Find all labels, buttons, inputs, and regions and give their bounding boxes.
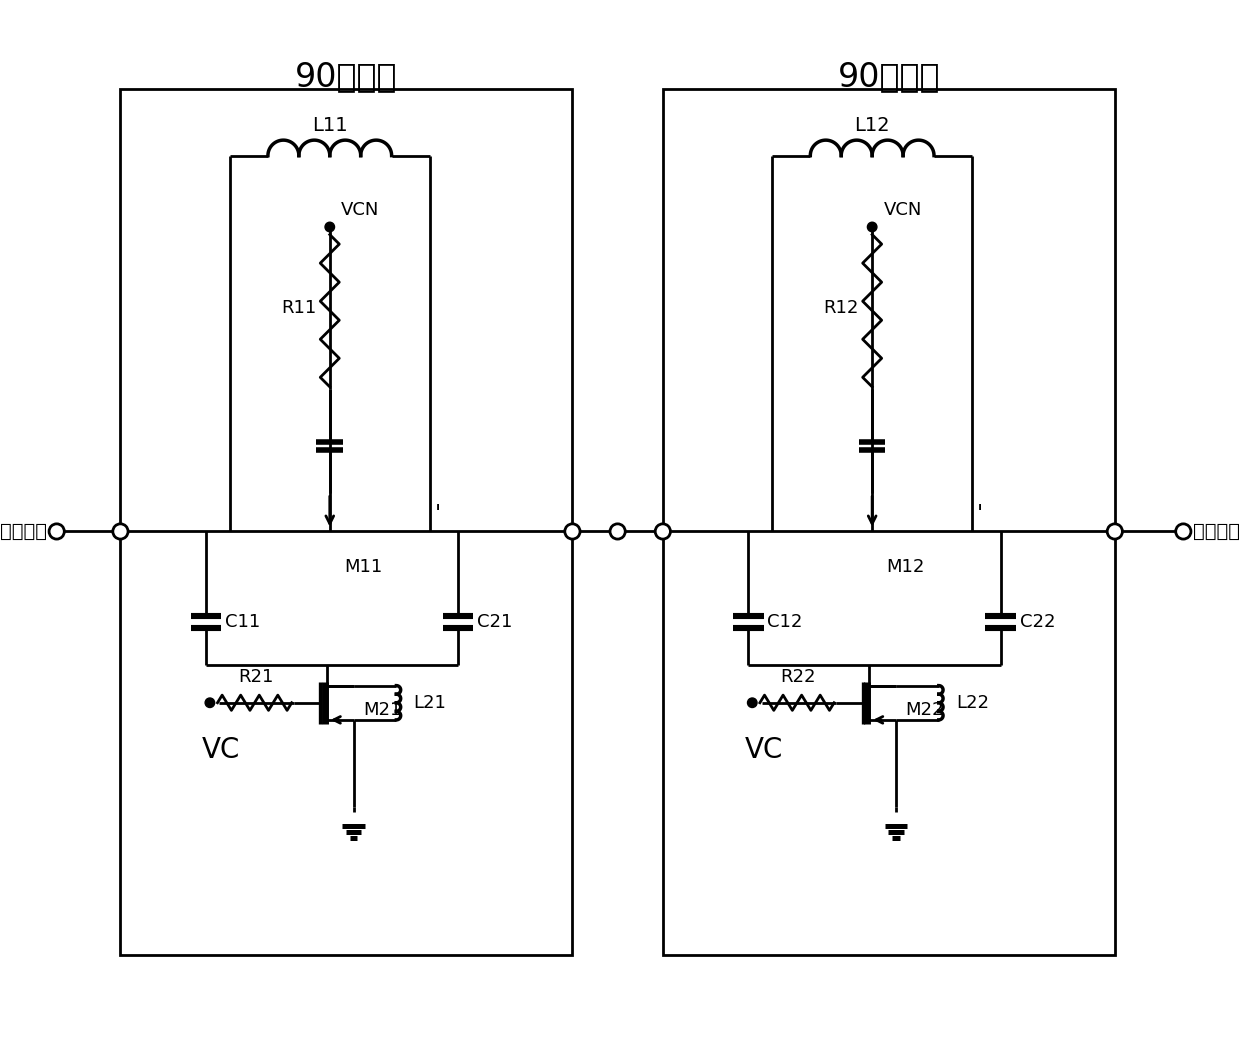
Text: 射频输出: 射频输出 — [1193, 522, 1240, 541]
Text: L22: L22 — [956, 694, 988, 712]
Text: VCN: VCN — [341, 201, 379, 220]
Text: R11: R11 — [281, 299, 316, 317]
Circle shape — [205, 698, 215, 708]
Text: C21: C21 — [477, 613, 512, 630]
Circle shape — [113, 524, 128, 539]
Circle shape — [325, 222, 335, 231]
Text: L21: L21 — [413, 694, 446, 712]
Text: M22: M22 — [905, 701, 944, 719]
Text: L12: L12 — [854, 116, 890, 134]
Circle shape — [748, 698, 758, 708]
Text: C11: C11 — [226, 613, 260, 630]
Text: M11: M11 — [343, 559, 382, 576]
Text: ': ' — [977, 504, 983, 524]
Text: 90度移相: 90度移相 — [837, 60, 940, 94]
Text: M21: M21 — [363, 701, 402, 719]
Bar — [120, 89, 573, 954]
Circle shape — [610, 524, 625, 539]
Text: VCN: VCN — [884, 201, 923, 220]
Text: R21: R21 — [238, 668, 273, 686]
Text: 射频输入: 射频输入 — [0, 522, 47, 541]
Text: VC: VC — [745, 736, 782, 764]
Text: C12: C12 — [768, 613, 802, 630]
Text: M12: M12 — [887, 559, 925, 576]
Text: C22: C22 — [1019, 613, 1055, 630]
Text: R12: R12 — [823, 299, 859, 317]
Bar — [663, 89, 1115, 954]
Text: ': ' — [434, 504, 440, 524]
Circle shape — [868, 222, 877, 231]
Circle shape — [564, 524, 580, 539]
Text: L11: L11 — [312, 116, 347, 134]
Circle shape — [50, 524, 64, 539]
Text: 90度移相: 90度移相 — [295, 60, 398, 94]
Text: R22: R22 — [780, 668, 816, 686]
Text: VC: VC — [202, 736, 241, 764]
Circle shape — [655, 524, 671, 539]
Circle shape — [1107, 524, 1122, 539]
Circle shape — [1176, 524, 1190, 539]
